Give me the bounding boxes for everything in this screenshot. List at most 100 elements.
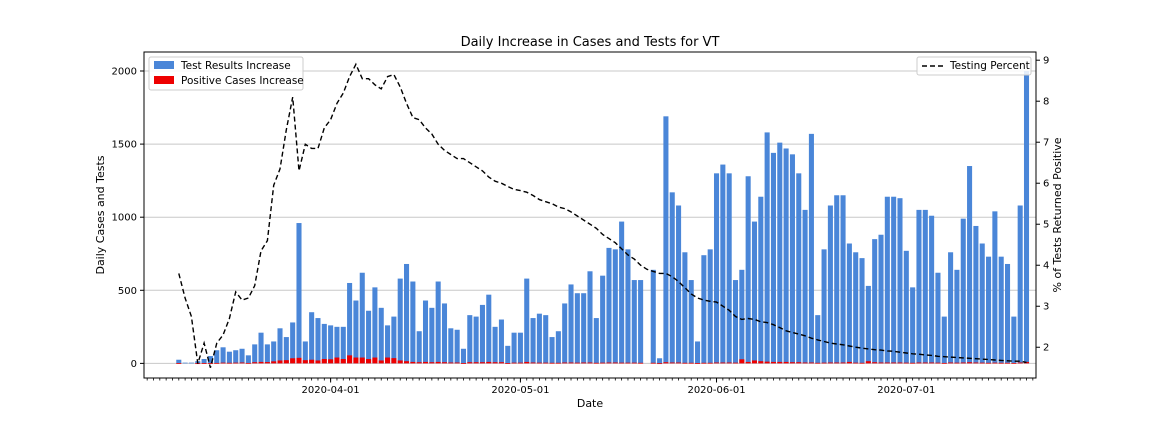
test-results-bar [530, 318, 536, 364]
test-results-bar [808, 133, 814, 364]
positive-cases-bar [321, 358, 327, 364]
test-results-bar [410, 281, 416, 364]
positive-cases-bar [789, 362, 795, 364]
test-results-bar [220, 347, 226, 364]
y-right-tick-label: 4 [1043, 261, 1049, 272]
legend-label-percent: Testing Percent [949, 60, 1030, 72]
positive-cases-bar [277, 360, 283, 364]
test-results-bar [600, 275, 606, 364]
positive-cases-bar [201, 363, 207, 364]
test-results-bar [435, 281, 441, 364]
positive-cases-bar [435, 361, 441, 364]
test-results-bar [536, 313, 542, 364]
test-results-bar [460, 348, 467, 364]
positive-cases-bar [903, 362, 909, 364]
positive-cases-bar [422, 361, 429, 364]
positive-cases-bar [808, 362, 814, 364]
test-results-bar [979, 243, 985, 364]
positive-cases-bar [460, 363, 467, 364]
test-results-bar [347, 282, 353, 364]
positive-cases-bar [302, 360, 308, 364]
test-results-bar [897, 198, 903, 364]
test-results-bar [707, 249, 713, 364]
x-tick-label: 2020-05-01 [491, 385, 549, 396]
test-results-bar [404, 263, 410, 364]
positive-cases-bar [372, 357, 378, 364]
positive-cases-bar [865, 361, 871, 364]
positive-cases-bar [347, 355, 353, 364]
test-results-bar [226, 351, 232, 364]
positive-cases-bar [283, 360, 289, 364]
test-results-bar [454, 329, 460, 364]
positive-cases-bar [669, 362, 675, 364]
test-results-bar [783, 148, 789, 364]
positive-cases-bar [359, 357, 365, 364]
positive-cases-bar [682, 362, 688, 364]
positive-cases-bar [334, 357, 340, 364]
test-results-bar [745, 176, 751, 364]
test-results-bar [201, 358, 207, 364]
test-results-bar [562, 303, 568, 364]
positive-cases-bar [581, 362, 587, 364]
test-results-bar [986, 256, 992, 364]
positive-cases-bar [587, 362, 593, 364]
positive-cases-bar [764, 361, 770, 364]
test-results-bar [922, 209, 928, 364]
positive-cases-bar [176, 363, 182, 364]
test-results-bar [612, 249, 618, 364]
positive-cases-bar [1023, 361, 1030, 364]
test-results-bar [720, 164, 726, 364]
test-results-bar [271, 341, 277, 364]
test-results-bar [884, 196, 890, 364]
positive-cases-bar [385, 357, 391, 364]
test-results-bar [233, 350, 239, 364]
positive-cases-bar [309, 359, 315, 364]
positive-cases-bar [979, 362, 985, 364]
test-results-bar [631, 280, 637, 364]
positive-cases-bar [271, 361, 277, 364]
positive-cases-bar [530, 362, 536, 364]
positive-cases-bar [612, 362, 618, 364]
test-results-bar [606, 247, 612, 364]
positive-cases-bar [245, 362, 251, 364]
test-results-bar [967, 166, 973, 364]
test-results-bar [948, 252, 954, 364]
test-results-bar [840, 195, 846, 364]
positive-cases-bar [416, 362, 422, 364]
test-results-bar [207, 356, 213, 364]
positive-cases-bar [695, 363, 701, 364]
test-results-bar [416, 331, 422, 364]
x-axis-label: Date [577, 397, 604, 410]
y-axis-right: 2 3 4 5 6 7 8 9 [1036, 56, 1049, 354]
test-results-bar [638, 280, 644, 364]
positive-cases-bar [233, 362, 239, 364]
test-results-bar [878, 234, 884, 364]
positive-cases-bar [929, 362, 935, 364]
test-results-bar [910, 287, 916, 364]
positive-cases-bar [252, 362, 258, 364]
positive-cases-bar [770, 361, 776, 364]
legend-left-box [148, 56, 304, 91]
legend-right-box [916, 56, 1032, 76]
test-results-bar [859, 258, 865, 364]
test-results-bar [252, 344, 258, 364]
test-results-bar [973, 225, 979, 364]
positive-cases-bar [448, 362, 454, 364]
y-tick-label: 1500 [112, 140, 137, 151]
positive-cases-bar [214, 362, 220, 364]
test-results-bar [505, 345, 511, 364]
test-results-bar [758, 196, 764, 364]
y-tick-label: 500 [118, 286, 137, 297]
test-results-bar [1011, 316, 1017, 364]
positive-cases-bar [878, 362, 884, 364]
positive-cases-bar [726, 362, 732, 364]
positive-cases-bar [397, 360, 403, 364]
positive-cases-bar [758, 361, 764, 364]
positive-cases-bar [840, 362, 846, 364]
positive-cases-bar [992, 362, 998, 364]
positive-cases-bar [207, 363, 213, 364]
positive-cases-bar [986, 362, 992, 364]
test-results-bar [891, 196, 897, 364]
positive-cases-bar [498, 362, 504, 364]
positive-cases-bar [226, 362, 232, 364]
